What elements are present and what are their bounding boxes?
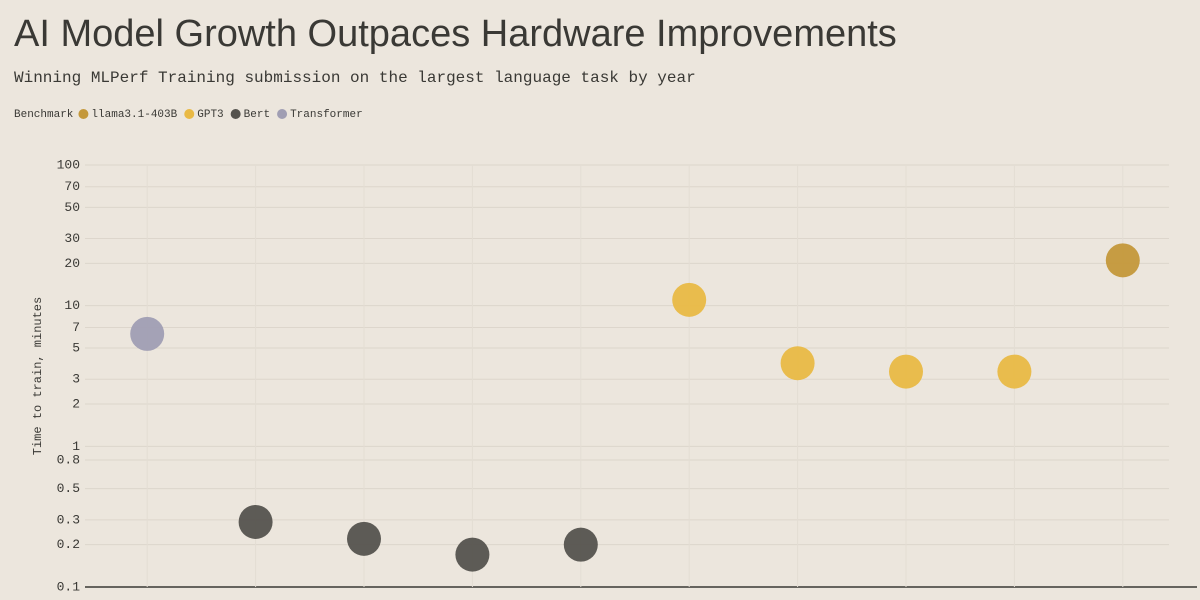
- y-tick-label: 50: [64, 200, 80, 215]
- chart-title: AI Model Growth Outpaces Hardware Improv…: [14, 13, 897, 55]
- legend-title: Benchmark: [14, 109, 74, 121]
- y-tick-label: 1: [72, 439, 80, 454]
- y-tick-label: 0.2: [57, 537, 80, 552]
- legend-label: GPT3: [197, 109, 223, 121]
- y-axis-label: Time to train, minutes: [31, 297, 45, 455]
- data-point: [1105, 243, 1140, 278]
- data-point: [997, 354, 1032, 389]
- y-tick-label: 30: [64, 231, 80, 246]
- legend-label: Bert: [244, 109, 270, 121]
- legend-swatch: [184, 109, 195, 119]
- data-point: [563, 527, 598, 562]
- y-tick-label: 5: [72, 340, 80, 355]
- y-tick-label: 0.5: [57, 481, 80, 496]
- legend-label: llama3.1-403B: [91, 109, 177, 121]
- data-point: [130, 316, 165, 351]
- data-point: [672, 282, 707, 317]
- legend-swatch: [78, 109, 89, 119]
- y-tick-label: 70: [64, 179, 80, 194]
- y-tick-label: 100: [57, 157, 80, 172]
- data-point: [238, 504, 273, 539]
- y-tick-label: 0.8: [57, 452, 80, 467]
- y-tick-label: 0.1: [57, 579, 81, 594]
- data-point: [889, 354, 923, 389]
- data-point: [347, 521, 381, 556]
- legend-swatch: [230, 109, 241, 119]
- y-tick-label: 20: [64, 256, 80, 271]
- y-tick-label: 7: [72, 320, 80, 335]
- legend-swatch: [277, 109, 288, 119]
- y-tick-label: 0.3: [57, 512, 80, 527]
- data-point: [455, 537, 490, 572]
- y-tick-label: 3: [72, 372, 80, 387]
- y-tick-label: 10: [64, 298, 80, 313]
- chart-subtitle: Winning MLPerf Training submission on th…: [14, 69, 696, 87]
- y-tick-label: 2: [72, 396, 80, 411]
- data-point: [780, 346, 815, 381]
- legend-label: Transformer: [290, 109, 363, 121]
